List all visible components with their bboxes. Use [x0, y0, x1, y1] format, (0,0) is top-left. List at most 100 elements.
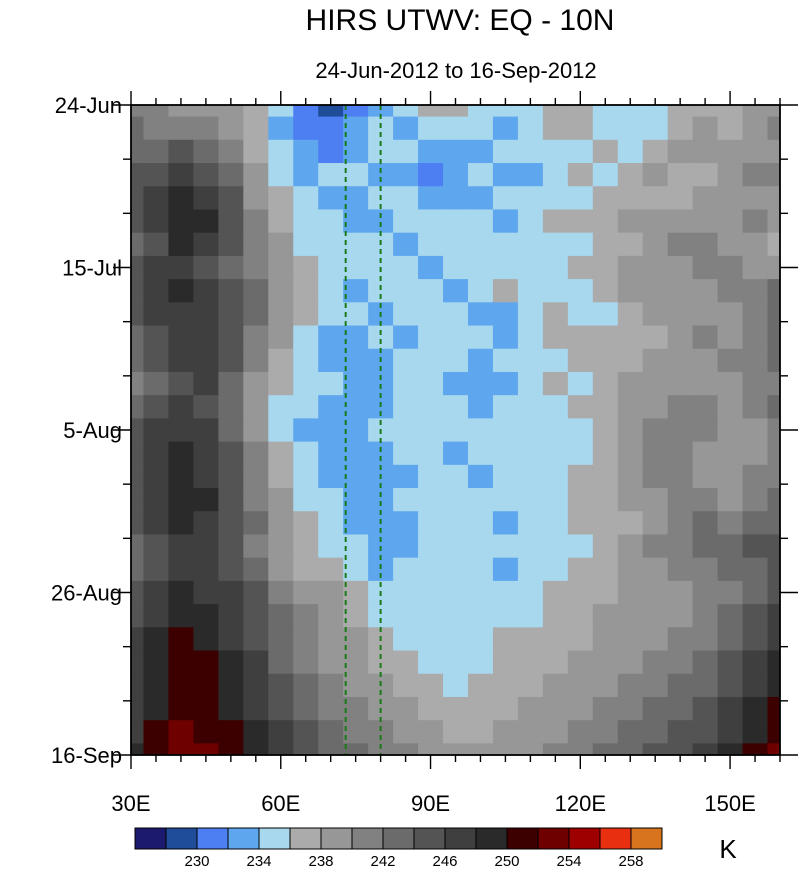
heatmap-cell	[742, 488, 769, 512]
heatmap-cell	[218, 232, 244, 257]
heatmap-cell	[542, 418, 569, 443]
heatmap-cell	[767, 604, 780, 628]
heatmap-cell	[617, 696, 644, 721]
heatmap-cell	[567, 441, 594, 466]
heatmap-cell	[443, 464, 469, 489]
heatmap-cell	[692, 232, 719, 257]
heatmap-cell	[243, 418, 269, 443]
heatmap-cell	[443, 139, 469, 164]
heatmap-cell	[642, 696, 669, 721]
colorbar-label: 230	[184, 853, 209, 869]
heatmap-cell	[393, 105, 419, 118]
heatmap-cell	[143, 371, 170, 396]
heatmap-cell	[692, 743, 719, 755]
heatmap-cell	[418, 627, 444, 652]
heatmap-cell	[467, 279, 494, 303]
heatmap-cell	[617, 116, 644, 141]
heatmap-cell	[617, 163, 644, 187]
reference-lines	[344, 105, 382, 755]
heatmap-cell	[293, 696, 319, 721]
heatmap-cell	[143, 627, 170, 652]
heatmap-cell	[717, 279, 744, 303]
heatmap-cell	[218, 163, 244, 187]
heatmap-cell	[393, 209, 419, 234]
heatmap-cell	[742, 418, 769, 443]
heatmap-cell	[343, 116, 369, 141]
heatmap-cell	[143, 279, 170, 303]
heatmap-cell	[742, 139, 769, 164]
heatmap-cell	[268, 534, 294, 559]
colorbar-unit: K	[719, 834, 737, 864]
heatmap-cell	[418, 696, 444, 721]
heatmap-cell	[492, 371, 519, 396]
heatmap-cell	[642, 580, 669, 605]
heatmap-cell	[318, 348, 344, 373]
heatmap-cell	[368, 441, 394, 466]
colorbar-label: 250	[494, 853, 519, 869]
heatmap-cell	[368, 163, 394, 187]
heatmap-cell	[617, 534, 644, 559]
colorbar-label: 234	[246, 853, 271, 869]
heatmap-cell	[131, 696, 145, 721]
heatmap-cell	[193, 348, 219, 373]
heatmap-cell	[143, 604, 170, 628]
heatmap-cell	[168, 348, 194, 373]
heatmap-cell	[717, 325, 744, 350]
heatmap-cell	[143, 696, 170, 721]
heatmap-cell	[268, 139, 294, 164]
heatmap-cell	[667, 348, 694, 373]
heatmap-cell	[443, 627, 469, 652]
heatmap-cell	[243, 673, 269, 698]
heatmap-cell	[467, 139, 494, 164]
heatmap-cell	[692, 186, 719, 211]
heatmap-cell	[467, 255, 494, 280]
heatmap-cell	[343, 441, 369, 466]
heatmap-cell	[567, 743, 594, 755]
colorbar-swatch	[599, 827, 632, 850]
heatmap-cell	[143, 464, 170, 489]
heatmap-cell	[542, 650, 569, 675]
heatmap-cell	[567, 650, 594, 675]
heatmap-cell	[343, 464, 369, 489]
heatmap-cell	[667, 673, 694, 698]
heatmap-cell	[717, 186, 744, 211]
heatmap-cell	[492, 395, 519, 419]
heatmap-cell	[717, 604, 744, 628]
heatmap-cell	[318, 696, 344, 721]
heatmap-cell	[131, 348, 145, 373]
heatmap-cell	[193, 534, 219, 559]
heatmap-cell	[243, 464, 269, 489]
heatmap-cell	[467, 395, 494, 419]
heatmap-cell	[268, 279, 294, 303]
heatmap-cell	[742, 395, 769, 419]
heatmap-cell	[318, 395, 344, 419]
heatmap-cell	[143, 255, 170, 280]
heatmap-cell	[667, 186, 694, 211]
chart-title: HIRS UTWV: EQ - 10N	[306, 4, 615, 37]
heatmap-cell	[492, 488, 519, 512]
heatmap-cell	[293, 186, 319, 211]
heatmap-cell	[542, 232, 569, 257]
heatmap-cell	[418, 534, 444, 559]
heatmap-cell	[131, 163, 145, 187]
heatmap-cell	[343, 488, 369, 512]
heatmap-cell	[567, 488, 594, 512]
heatmap-cell	[542, 279, 569, 303]
heatmap-cell	[243, 163, 269, 187]
heatmap-cell	[667, 325, 694, 350]
heatmap-cell	[143, 557, 170, 582]
heatmap-cell	[467, 348, 494, 373]
heatmap-cell	[443, 186, 469, 211]
heatmap-cell	[642, 348, 669, 373]
heatmap-cell	[443, 209, 469, 234]
heatmap-cell	[542, 534, 569, 559]
heatmap-cell	[131, 232, 145, 257]
heatmap-cell	[542, 348, 569, 373]
heatmap-cell	[318, 302, 344, 327]
heatmap-cell	[592, 418, 619, 443]
heatmap-cell	[318, 116, 344, 141]
y-tick-label: 5-Aug	[63, 418, 122, 443]
heatmap-cell	[143, 139, 170, 164]
heatmap-cell	[467, 302, 494, 327]
heatmap-cell	[243, 604, 269, 628]
